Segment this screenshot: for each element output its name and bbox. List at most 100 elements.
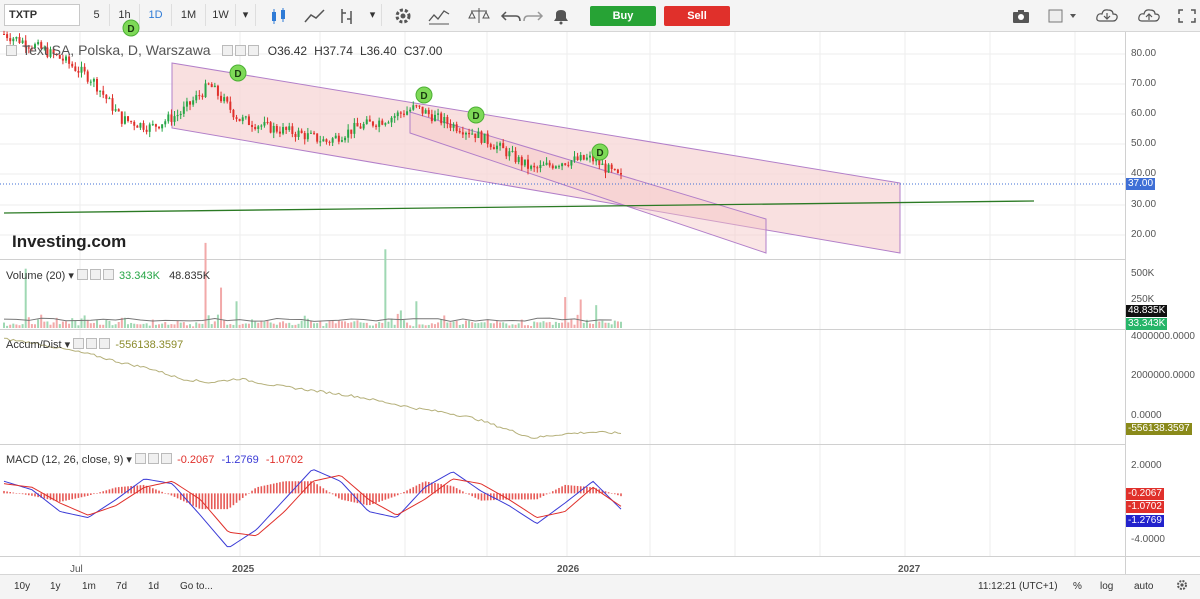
macd-hist-bar (3, 490, 5, 494)
price-candles[interactable] (3, 30, 622, 180)
collapse-icon[interactable] (6, 45, 17, 56)
close-icon[interactable] (247, 45, 259, 56)
cloud-save-icon[interactable] (1136, 5, 1162, 27)
settings-icon[interactable] (1172, 577, 1192, 593)
eye-icon[interactable] (221, 45, 233, 56)
close-icon[interactable] (102, 269, 114, 280)
goto-button[interactable]: Go to... (180, 581, 213, 592)
volume-bar (362, 322, 365, 328)
indicators-icon[interactable] (426, 5, 452, 27)
volume-bar (359, 322, 362, 328)
volume-bar (402, 320, 405, 328)
y-tick: 70.00 (1131, 78, 1157, 89)
interval-1d[interactable]: 1D (140, 4, 172, 26)
layout-icon[interactable] (1044, 5, 1080, 27)
dividend-marker[interactable]: D (591, 143, 609, 161)
volume-bar (334, 323, 337, 328)
fullscreen-icon[interactable] (1174, 5, 1200, 27)
interval-1w[interactable]: 1W (206, 4, 236, 26)
bars-icon[interactable] (334, 5, 360, 27)
dividend-marker[interactable]: D (122, 19, 140, 37)
macd-hist-bar (449, 485, 452, 494)
log-toggle[interactable]: log (1100, 581, 1114, 592)
settings-icon[interactable] (86, 338, 98, 349)
outer-channel[interactable] (171, 62, 901, 254)
macd-hist-bar (328, 492, 331, 494)
eye-icon[interactable] (73, 338, 85, 349)
trend-line[interactable] (3, 200, 1035, 214)
gear-icon[interactable] (390, 5, 416, 27)
macd-hist-bar (59, 493, 61, 502)
candle-body (325, 139, 328, 142)
settings-icon[interactable] (148, 453, 160, 464)
percent-toggle[interactable]: % (1073, 581, 1082, 592)
macd-hist-bar (43, 493, 46, 499)
candle-body (399, 112, 402, 114)
camera-icon[interactable] (1008, 5, 1034, 27)
macd-hist-bar (248, 493, 250, 494)
macd-hist-bar (514, 493, 517, 500)
redo-icon[interactable] (520, 5, 546, 27)
volume-bar (235, 301, 238, 328)
macd-hist-bar (406, 490, 408, 494)
range-7d[interactable]: 7d (116, 581, 128, 592)
candle-body (272, 125, 275, 133)
volume-bar (325, 323, 328, 328)
buy-button[interactable]: Buy (590, 6, 656, 26)
macd-hist-tag: -0.2067 (1126, 488, 1164, 500)
dividend-marker[interactable]: D (415, 86, 433, 104)
close-icon[interactable] (99, 338, 111, 349)
interval-1m[interactable]: 1M (172, 4, 206, 26)
inner-channel[interactable] (409, 111, 767, 254)
alert-icon[interactable] (548, 5, 574, 27)
macd-hist-bar (344, 493, 346, 501)
svg-text:D: D (420, 91, 427, 102)
volume-bar (353, 321, 356, 328)
candle-body (282, 127, 285, 134)
volume-bar (409, 325, 412, 328)
candle-body (158, 126, 161, 129)
range-10y[interactable]: 10y (14, 581, 31, 592)
undo-icon[interactable] (498, 5, 524, 27)
cloud-load-icon[interactable] (1094, 5, 1120, 27)
auto-toggle[interactable]: auto (1134, 581, 1154, 592)
candles-icon[interactable] (266, 5, 292, 27)
toolbar: TXTP 5 1h 1D 1M 1W ▾ ▾ Buy Sell (0, 0, 1200, 32)
line-chart-icon[interactable] (302, 5, 328, 27)
macd-hist-bar (338, 493, 340, 499)
eye-icon[interactable] (76, 269, 88, 280)
chart-type-dropdown[interactable]: ▾ (364, 4, 382, 26)
volume-bar (368, 325, 371, 328)
macd-hist-bar (421, 482, 424, 494)
dividend-markers[interactable]: D D D D D (122, 19, 609, 161)
dividend-marker[interactable]: D (467, 106, 485, 124)
candle-body (297, 130, 300, 137)
volume-bar (415, 301, 418, 328)
macd-hist-bar (362, 493, 365, 505)
y-tick: 30.00 (1131, 199, 1157, 210)
eye-icon[interactable] (135, 453, 147, 464)
volume-bar (328, 321, 331, 328)
range-1d[interactable]: 1d (148, 581, 160, 592)
interval-dropdown[interactable]: ▾ (236, 4, 256, 26)
sell-button[interactable]: Sell (664, 6, 730, 26)
dividend-marker[interactable]: D (229, 64, 247, 82)
candle-body (396, 112, 399, 117)
candle-body (316, 133, 319, 142)
compare-scale-icon[interactable] (466, 5, 492, 27)
macd-hist-bar (307, 481, 309, 494)
interval-1h[interactable]: 1h (110, 4, 140, 26)
range-1m[interactable]: 1m (82, 581, 96, 592)
volume-bar (331, 319, 334, 328)
candle-body (551, 165, 554, 169)
candle-body (167, 114, 170, 122)
interval-5[interactable]: 5 (84, 4, 110, 26)
symbol-input[interactable]: TXTP (4, 4, 80, 26)
settings-icon[interactable] (89, 269, 101, 280)
ohlc-high: H37.74 (314, 44, 353, 58)
range-1y[interactable]: 1y (50, 581, 61, 592)
settings-icon[interactable] (234, 45, 246, 56)
close-icon[interactable] (161, 453, 173, 464)
volume-bars[interactable] (3, 242, 622, 328)
